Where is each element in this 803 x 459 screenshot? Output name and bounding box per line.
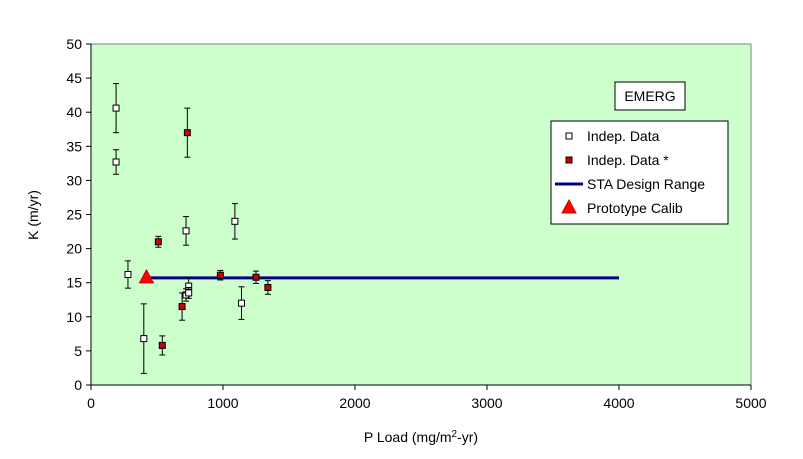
- data-point: [264, 283, 272, 291]
- x-tick-label: 0: [87, 395, 95, 411]
- data-point: [252, 273, 260, 281]
- legend-marker: [561, 198, 577, 214]
- axes: 0 5 10 15 20 25 30 35 40 45 50 0 1000 2000 3000 4000 500…: [66, 36, 766, 411]
- y-tick-label: 25: [66, 207, 82, 223]
- y-tick-label: 20: [66, 241, 82, 257]
- x-axis-title-main: P Load (mg/m: [364, 429, 452, 445]
- data-point: [158, 341, 166, 349]
- data-point: [183, 129, 191, 137]
- data-point: [154, 238, 162, 246]
- prototype-calib-point: [138, 268, 155, 284]
- y-axis-title: K (m/yr): [25, 190, 41, 240]
- x-axis-title-sup: 2: [452, 429, 458, 440]
- y-tick-label: 45: [66, 70, 82, 86]
- x-tick-label: 5000: [735, 395, 766, 411]
- data-point: [112, 104, 120, 112]
- y-tick-label: 15: [66, 275, 82, 291]
- x-axis-title: P Load (mg/m2-yr): [364, 429, 478, 446]
- y-tick-label: 0: [74, 377, 82, 393]
- data-point: [185, 289, 193, 297]
- data-marks: [112, 83, 619, 374]
- legend-label: Prototype Calib: [587, 200, 683, 216]
- x-tick-label: 2000: [339, 395, 370, 411]
- data-point: [178, 303, 186, 311]
- legend-marker: [565, 132, 573, 140]
- legend-frame: [550, 120, 729, 225]
- panel-label-frame: [614, 81, 686, 111]
- data-point: [140, 335, 148, 343]
- y-tick-label: 35: [66, 138, 82, 154]
- legend: Indep. Data Indep. Data * STA Design Range…: [550, 120, 729, 225]
- y-tick-label: 50: [66, 36, 82, 52]
- y-tick-label: 40: [66, 104, 82, 120]
- x-axis-title-tail: -yr): [457, 429, 478, 445]
- legend-label: Indep. Data: [587, 128, 660, 144]
- legend-marker: [565, 156, 573, 164]
- legend-label: STA Design Range: [587, 176, 705, 192]
- x-tick-label: 3000: [471, 395, 502, 411]
- y-tick-label: 30: [66, 172, 82, 188]
- panel-label: EMERG: [624, 88, 675, 104]
- legend-label: Indep. Data *: [587, 152, 669, 168]
- data-point: [237, 299, 245, 307]
- panel-label-box: EMERG: [614, 81, 686, 111]
- legend-items: Indep. Data Indep. Data * STA Design Range…: [555, 128, 705, 216]
- data-point: [112, 158, 120, 166]
- y-tick-label: 10: [66, 309, 82, 325]
- data-point: [231, 217, 239, 225]
- data-point: [216, 271, 224, 279]
- y-tick-label: 5: [74, 343, 82, 359]
- data-point: [182, 227, 190, 235]
- data-point: [124, 271, 132, 279]
- x-tick-label: 4000: [603, 395, 634, 411]
- x-tick-label: 1000: [207, 395, 238, 411]
